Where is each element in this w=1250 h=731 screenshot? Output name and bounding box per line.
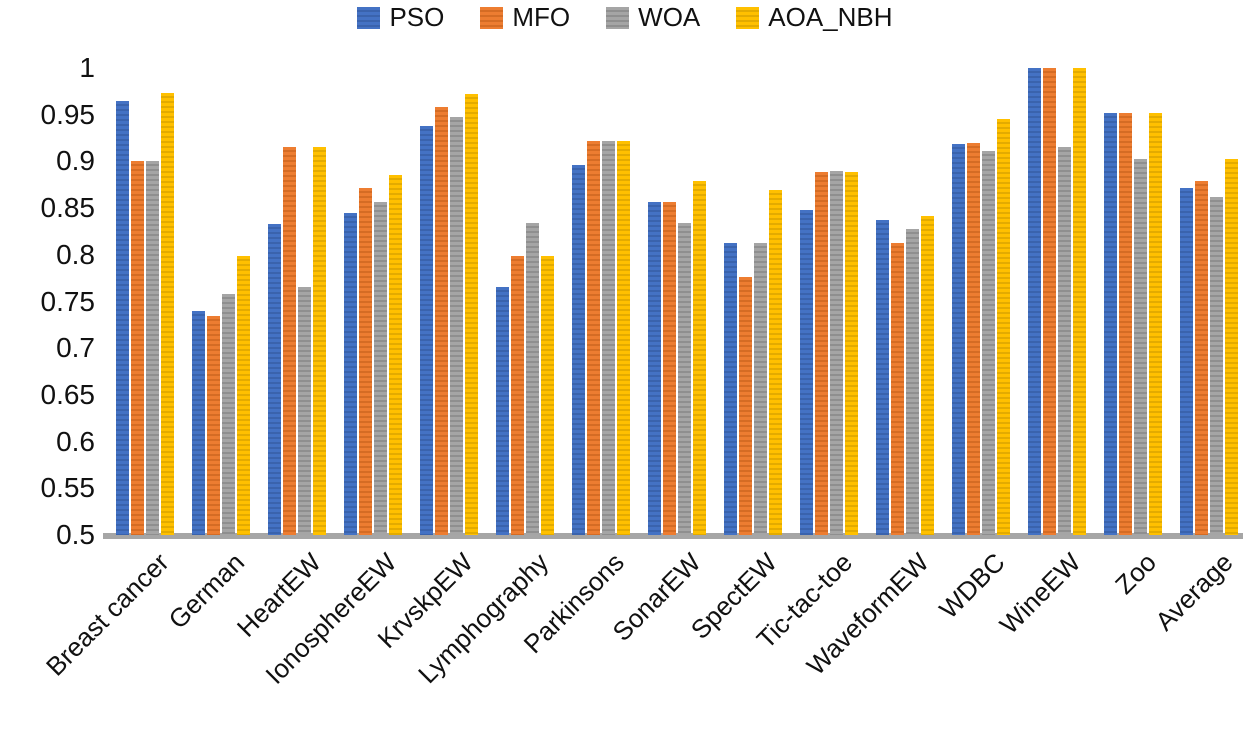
legend-item-mfo: MFO <box>480 2 570 33</box>
bar-mfo-german <box>207 316 220 535</box>
bar-aoa_nbh-heartew <box>313 147 326 535</box>
bar-woa-wdbc <box>982 151 995 535</box>
bar-pso-ionosphereew <box>344 213 357 535</box>
bar-aoa_nbh-zoo <box>1149 113 1162 535</box>
bar-woa-krvskpew <box>450 117 463 535</box>
bar-pso-tic-tac-toe <box>800 210 813 535</box>
bar-pso-wineew <box>1028 68 1041 535</box>
bar-pso-heartew <box>268 224 281 535</box>
bar-pso-parkinsons <box>572 165 585 535</box>
y-axis-tick-label: 0.85 <box>40 192 96 224</box>
bar-mfo-krvskpew <box>435 107 448 535</box>
legend-label: MFO <box>512 2 571 32</box>
bar-pso-breast-cancer <box>116 101 129 535</box>
bar-pso-krvskpew <box>420 126 433 535</box>
bar-woa-average <box>1210 197 1223 535</box>
bar-aoa_nbh-ionosphereew <box>389 175 402 535</box>
bar-woa-parkinsons <box>602 141 615 535</box>
bar-pso-wdbc <box>952 144 965 535</box>
bar-woa-waveformew <box>906 229 919 535</box>
bar-mfo-spectew <box>739 277 752 535</box>
bar-pso-lymphography <box>496 287 509 535</box>
bar-aoa_nbh-parkinsons <box>617 141 630 535</box>
legend-swatch-icon <box>736 6 760 29</box>
bar-mfo-wdbc <box>967 143 980 535</box>
legend-label: AOA_NBH <box>768 2 893 32</box>
bar-pso-german <box>192 311 205 535</box>
x-axis-category-label: Breast cancer <box>39 547 175 682</box>
y-axis-tick-label: 0.95 <box>40 98 96 130</box>
bar-mfo-wineew <box>1043 68 1056 535</box>
bar-aoa_nbh-krvskpew <box>465 94 478 535</box>
bar-aoa_nbh-breast-cancer <box>161 93 174 535</box>
bar-mfo-average <box>1195 181 1208 535</box>
legend-item-aoa_nbh: AOA_NBH <box>736 2 893 33</box>
bar-aoa_nbh-tic-tac-toe <box>845 172 858 535</box>
y-axis-tick-label: 0.7 <box>56 332 95 364</box>
bar-aoa_nbh-spectew <box>769 190 782 535</box>
legend-item-woa: WOA <box>606 2 700 33</box>
bar-woa-breast-cancer <box>146 161 159 535</box>
y-axis-tick-label: 0.9 <box>56 145 95 177</box>
y-axis-tick-label: 0.75 <box>40 285 96 317</box>
x-axis-category-label: WineEW <box>993 547 1087 640</box>
y-axis-tick-label: 0.6 <box>56 425 95 457</box>
bar-aoa_nbh-sonarew <box>693 181 706 535</box>
y-axis-tick-label: 1 <box>79 52 95 83</box>
bar-pso-sonarew <box>648 202 661 535</box>
y-axis-tick-label: 0.5 <box>56 519 95 550</box>
x-axis-category-label: Zoo <box>1109 547 1163 600</box>
x-axis-category-label: IonosphereEW <box>259 547 403 690</box>
bar-woa-zoo <box>1134 159 1147 535</box>
bar-mfo-tic-tac-toe <box>815 172 828 535</box>
x-axis-category-label: Average <box>1148 547 1239 637</box>
bar-aoa_nbh-german <box>237 256 250 535</box>
bar-aoa_nbh-wineew <box>1073 68 1086 535</box>
bar-aoa_nbh-lymphography <box>541 256 554 535</box>
legend-label: PSO <box>389 2 445 32</box>
bar-mfo-heartew <box>283 147 296 535</box>
legend-swatch-icon <box>480 6 504 29</box>
bar-woa-sonarew <box>678 223 691 535</box>
x-axis-category-label: Lymphography <box>412 547 555 690</box>
bar-woa-lymphography <box>526 223 539 535</box>
bar-mfo-lymphography <box>511 256 524 535</box>
bar-mfo-waveformew <box>891 243 904 535</box>
bar-pso-average <box>1180 188 1193 535</box>
y-axis-tick-label: 0.8 <box>56 238 95 270</box>
bar-mfo-ionosphereew <box>359 188 372 535</box>
legend-swatch-icon <box>357 6 381 29</box>
bar-woa-tic-tac-toe <box>830 171 843 535</box>
y-axis-tick-label: 0.55 <box>40 472 96 504</box>
chart-legend: PSO MFO WOA AOA_NBH <box>0 2 1250 33</box>
bar-mfo-breast-cancer <box>131 161 144 535</box>
y-axis-tick-label: 0.65 <box>40 378 96 410</box>
bar-aoa_nbh-waveformew <box>921 216 934 535</box>
bar-pso-waveformew <box>876 220 889 535</box>
bar-aoa_nbh-average <box>1225 159 1238 535</box>
legend-item-pso: PSO <box>357 2 444 33</box>
bar-woa-heartew <box>298 287 311 535</box>
bar-pso-spectew <box>724 243 737 535</box>
bar-woa-ionosphereew <box>374 202 387 535</box>
x-axis-line <box>103 533 1243 539</box>
bar-aoa_nbh-wdbc <box>997 119 1010 535</box>
bar-woa-spectew <box>754 243 767 535</box>
bar-mfo-zoo <box>1119 113 1132 535</box>
bar-mfo-sonarew <box>663 202 676 535</box>
bar-pso-zoo <box>1104 113 1117 535</box>
legend-label: WOA <box>638 2 701 32</box>
bar-woa-german <box>222 294 235 535</box>
legend-swatch-icon <box>606 6 630 29</box>
bar-woa-wineew <box>1058 147 1071 535</box>
bar-mfo-parkinsons <box>587 141 600 535</box>
